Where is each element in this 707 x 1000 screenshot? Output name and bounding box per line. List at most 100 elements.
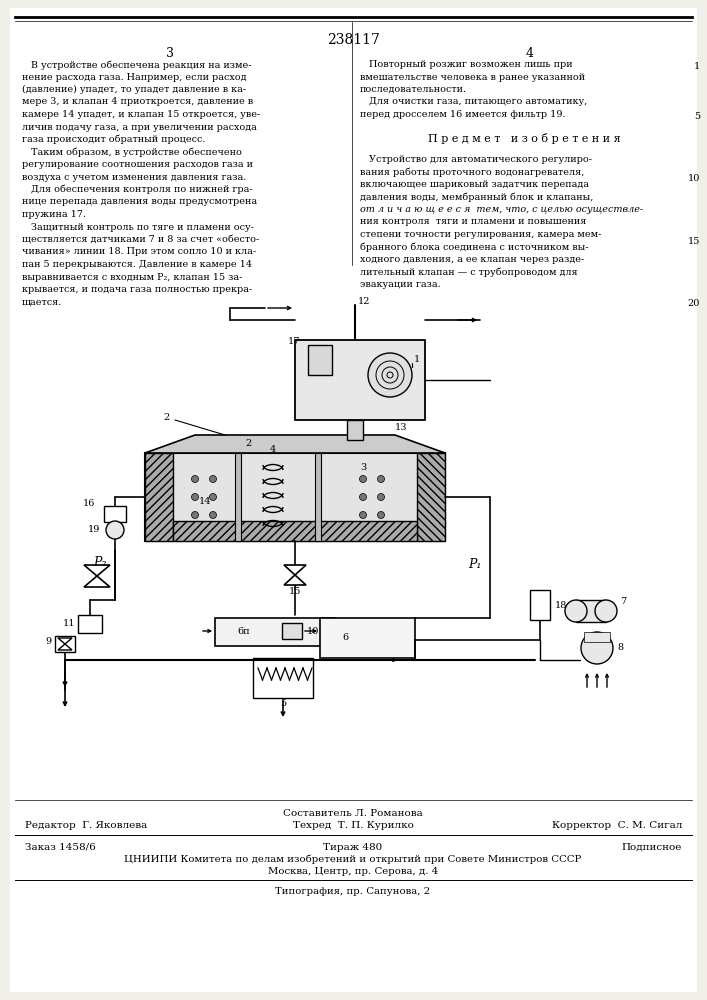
Circle shape	[565, 600, 587, 622]
Text: бранного блока соединена с источником вы-: бранного блока соединена с источником вы…	[360, 242, 588, 252]
Text: 5: 5	[280, 698, 286, 708]
Text: 3: 3	[360, 462, 366, 472]
Text: 238117: 238117	[327, 33, 380, 47]
Text: В устройстве обеспечена реакция на изме-: В устройстве обеспечена реакция на изме-	[22, 60, 252, 70]
Text: Типография, пр. Сапунова, 2: Типография, пр. Сапунова, 2	[276, 888, 431, 896]
Text: лительный клапан — с трубопроводом для: лительный клапан — с трубопроводом для	[360, 267, 578, 277]
Text: 10: 10	[307, 626, 320, 636]
Text: (давление) упадет, то упадет давление в ка-: (давление) упадет, то упадет давление в …	[22, 85, 246, 94]
Text: 3: 3	[166, 47, 174, 60]
Bar	[315, 453, 321, 541]
Text: Составитель Л. Романова: Составитель Л. Романова	[283, 808, 423, 818]
Circle shape	[359, 476, 366, 483]
Text: последовательности.: последовательности.	[360, 85, 467, 94]
Text: от л и ч а ю щ е е с я  тем, что, с целью осуществле-: от л и ч а ю щ е е с я тем, что, с целью…	[360, 205, 643, 214]
Text: нение расхода газа. Например, если расход: нение расхода газа. Например, если расхо…	[22, 73, 247, 82]
Circle shape	[595, 600, 617, 622]
Circle shape	[359, 512, 366, 518]
Bar	[320, 618, 415, 658]
Text: 17: 17	[288, 338, 300, 347]
Bar	[215, 618, 335, 646]
Text: Для очистки газа, питающего автоматику,: Для очистки газа, питающего автоматику,	[360, 98, 588, 106]
Text: Устройство для автоматического регулиро-: Устройство для автоматического регулиро-	[360, 155, 592, 164]
Bar	[308, 345, 332, 375]
Text: 15: 15	[289, 587, 301, 596]
Bar	[55, 636, 75, 652]
Text: 9: 9	[46, 637, 52, 646]
Text: ния контроля  тяги и пламени и повышения: ния контроля тяги и пламени и повышения	[360, 218, 586, 227]
Bar	[576, 600, 606, 622]
Text: 5: 5	[694, 112, 700, 121]
Text: камере 14 упадет, и клапан 15 откроется, уве-: камере 14 упадет, и клапан 15 откроется,…	[22, 110, 260, 119]
Text: 14: 14	[199, 497, 211, 506]
Text: воздуха с учетом изменения давления газа.: воздуха с учетом изменения давления газа…	[22, 172, 246, 182]
Circle shape	[368, 353, 412, 397]
Circle shape	[359, 493, 366, 500]
Text: 8: 8	[617, 644, 623, 652]
Text: Защитный контроль по тяге и пламени осу-: Защитный контроль по тяге и пламени осу-	[22, 223, 254, 232]
Bar	[417, 453, 445, 541]
Text: Корректор  С. М. Сигал: Корректор С. М. Сигал	[551, 822, 682, 830]
Text: включающее шариковый задатчик перепада: включающее шариковый задатчик перепада	[360, 180, 589, 189]
Text: нице перепада давления воды предусмотрена: нице перепада давления воды предусмотрен…	[22, 198, 257, 207]
Bar	[173, 521, 417, 541]
Text: 11: 11	[62, 618, 75, 628]
Bar	[530, 590, 550, 620]
Text: перед дросселем 16 имеется фильтр 19.: перед дросселем 16 имеется фильтр 19.	[360, 110, 566, 119]
Text: 4: 4	[526, 47, 534, 60]
Text: Заказ 1458/6: Заказ 1458/6	[25, 842, 95, 852]
Circle shape	[581, 632, 613, 664]
Circle shape	[192, 476, 199, 483]
Polygon shape	[58, 638, 72, 650]
Text: 15: 15	[688, 237, 700, 246]
Bar	[145, 453, 445, 541]
Bar	[295, 340, 425, 420]
Text: 13: 13	[395, 424, 407, 432]
Text: 2: 2	[245, 440, 251, 448]
Text: P₂: P₂	[93, 556, 107, 568]
Bar	[78, 615, 102, 633]
Text: Тираж 480: Тираж 480	[323, 842, 382, 852]
Text: 20: 20	[688, 299, 700, 308]
Text: щается.: щается.	[22, 298, 62, 306]
Text: Редактор  Г. Яковлева: Редактор Г. Яковлева	[25, 822, 147, 830]
Text: Техред  Т. П. Курилко: Техред Т. П. Курилко	[293, 822, 414, 830]
Text: пан 5 перекрываются. Давление в камере 14: пан 5 перекрываются. Давление в камере 1…	[22, 260, 252, 269]
Text: ЦНИИПИ Комитета по делам изобретений и открытий при Совете Министров СССР: ЦНИИПИ Комитета по делам изобретений и о…	[124, 854, 582, 864]
Text: 7: 7	[620, 596, 626, 605]
Polygon shape	[145, 435, 445, 453]
Text: Повторный розжиг возможен лишь при: Повторный розжиг возможен лишь при	[360, 60, 573, 69]
Text: Таким образом, в устройстве обеспечено: Таким образом, в устройстве обеспечено	[22, 147, 242, 157]
Circle shape	[192, 512, 199, 518]
Text: 6: 6	[342, 633, 348, 642]
Text: эвакуации газа.: эвакуации газа.	[360, 280, 440, 289]
Text: 2: 2	[164, 412, 170, 422]
Polygon shape	[84, 565, 110, 587]
Text: П р е д м е т   и з о б р е т е н и я: П р е д м е т и з о б р е т е н и я	[428, 132, 620, 143]
Text: 12: 12	[358, 298, 370, 306]
Text: давления воды, мембранный блок и клапаны,: давления воды, мембранный блок и клапаны…	[360, 192, 593, 202]
Circle shape	[378, 493, 385, 500]
Bar	[253, 658, 313, 698]
Text: 10: 10	[688, 174, 700, 183]
Text: чивания» линии 18. При этом сопло 10 и кла-: чивания» линии 18. При этом сопло 10 и к…	[22, 247, 256, 256]
Circle shape	[378, 476, 385, 483]
Polygon shape	[284, 565, 306, 585]
Circle shape	[378, 512, 385, 518]
Circle shape	[106, 521, 124, 539]
Circle shape	[209, 476, 216, 483]
Text: вания работы проточного водонагревателя,: вания работы проточного водонагревателя,	[360, 167, 585, 177]
Bar	[145, 453, 173, 541]
Text: газа происходит обратный процесс.: газа происходит обратный процесс.	[22, 135, 205, 144]
Text: крывается, и подача газа полностью прекра-: крывается, и подача газа полностью прекр…	[22, 285, 252, 294]
Circle shape	[209, 493, 216, 500]
Text: P₁: P₁	[468, 558, 481, 572]
Text: Москва, Центр, пр. Серова, д. 4: Москва, Центр, пр. Серова, д. 4	[268, 866, 438, 876]
Text: 19: 19	[88, 526, 100, 534]
Bar	[584, 632, 610, 642]
Text: Для обеспечения контроля по нижней гра-: Для обеспечения контроля по нижней гра-	[22, 185, 252, 194]
Text: ходного давления, а ее клапан через разде-: ходного давления, а ее клапан через разд…	[360, 255, 584, 264]
Bar	[104, 506, 126, 522]
Text: Подписное: Подписное	[621, 842, 682, 852]
Bar	[282, 623, 302, 639]
